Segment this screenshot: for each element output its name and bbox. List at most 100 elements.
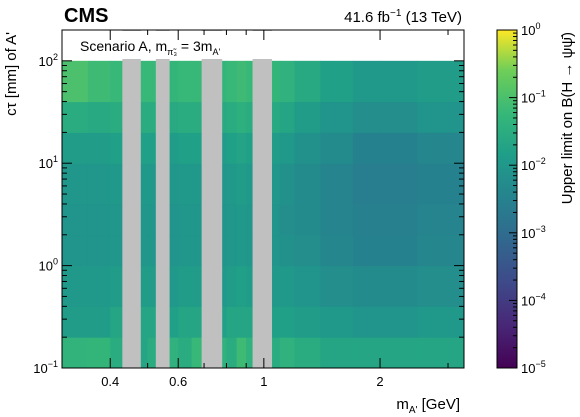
heatmap-cell (246, 306, 256, 338)
x-axis: 0.4 0.6 1 2 (61, 30, 449, 389)
color-bar-title: Upper limit on B(H → ψψ̄) (559, 32, 576, 204)
heatmap-cell (352, 203, 381, 236)
heatmap-cell (320, 337, 354, 368)
heatmap-cell (417, 163, 464, 205)
heatmap-cell (62, 337, 89, 368)
heatmap-cell (380, 163, 418, 205)
heatmap-cell (352, 101, 381, 133)
heatmap-cell (226, 234, 238, 267)
heatmap-cell (87, 306, 111, 338)
y-axis-title: cτ [mm] of A' (3, 32, 20, 116)
y-tick-label: 101 (39, 154, 58, 171)
experiment-label: CMS (64, 5, 108, 27)
heatmap-cell (279, 163, 295, 205)
excluded-band (201, 30, 223, 368)
heatmap-cell (191, 265, 205, 307)
x-tick-label: 1 (260, 374, 267, 389)
heatmap-cell (62, 101, 89, 133)
color-bar-axis: 10−5 10−4 10−3 10−2 10−1 100 (509, 21, 546, 376)
x-tick-label: 2 (376, 374, 383, 389)
heatmap-cell (87, 163, 111, 205)
heatmap-cell (380, 265, 418, 307)
heatmap-cell (417, 60, 464, 103)
heatmap-cell (62, 265, 89, 307)
heatmap-cell (226, 306, 238, 338)
heatmap-cell (380, 60, 418, 103)
heatmap-cell (279, 60, 295, 103)
heatmap-cell (380, 203, 418, 236)
x-tick-label: 0.6 (169, 374, 187, 389)
heatmap-cell (320, 101, 354, 133)
heatmap-cell (226, 203, 238, 236)
heatmap-cell (417, 306, 464, 338)
heatmap-cell (279, 203, 295, 236)
luminosity-label: 41.6 fb−1 (13 TeV) (344, 8, 462, 26)
heatmap-cell (87, 203, 111, 236)
heatmap-cell (236, 163, 247, 205)
heatmap-cell (279, 265, 295, 307)
heatmap-cell (178, 60, 193, 103)
heatmap-cell (62, 234, 89, 267)
heatmap-cell (62, 132, 89, 164)
heatmap-cell (236, 265, 247, 307)
heatmap-cell (246, 101, 256, 133)
z-tick-label: 10−3 (521, 224, 546, 241)
heatmap-cell (352, 337, 381, 368)
heatmap-cell (380, 101, 418, 133)
heatmap-cell (191, 203, 205, 236)
heatmap-cell (178, 163, 193, 205)
heatmap-cell (178, 234, 193, 267)
excluded-mass-bands (122, 30, 273, 368)
x-tick-label: 0.4 (101, 374, 119, 389)
heatmap-cell (320, 234, 354, 267)
heatmap-cell (178, 101, 193, 133)
heatmap-cell (246, 203, 256, 236)
scenario-box (63, 31, 463, 59)
heatmap-cell (226, 132, 238, 164)
heatmap-cell (178, 265, 193, 307)
heatmap-cell (178, 132, 193, 164)
heatmap-cell (236, 337, 247, 368)
excluded-band (252, 30, 273, 368)
heatmap-cell (279, 132, 295, 164)
heatmap-cell (191, 60, 205, 103)
heatmap-cell (191, 306, 205, 338)
heatmap-cell (352, 163, 381, 205)
z-tick-label: 10−5 (521, 359, 546, 376)
heatmap-cell (191, 337, 205, 368)
heatmap-cell (294, 265, 321, 307)
heatmap-cell (352, 132, 381, 164)
heatmap-cell (178, 203, 193, 236)
heatmap-cell (246, 337, 256, 368)
excluded-band (155, 30, 170, 368)
y-tick-label: 100 (39, 257, 58, 274)
y-axis: 10−1 100 101 102 (33, 29, 464, 376)
heatmap-cell (417, 265, 464, 307)
heatmap-cell (62, 60, 89, 103)
heatmap-cell (380, 306, 418, 338)
heatmap-cell (226, 101, 238, 133)
z-tick-label: 10−2 (521, 156, 546, 173)
heatmap-cell (380, 337, 418, 368)
z-tick-label: 10−1 (521, 89, 546, 106)
heatmap-cell (191, 234, 205, 267)
heatmap-cell (226, 337, 238, 368)
heatmap-cell (320, 163, 354, 205)
heatmap-cell (294, 337, 321, 368)
heatmap-cell (87, 265, 111, 307)
heatmap-cell (236, 306, 247, 338)
heatmap-cell (417, 101, 464, 133)
color-bar (496, 29, 518, 369)
heatmap-cell (246, 234, 256, 267)
heatmap-cell (236, 60, 247, 103)
heatmap-cell (87, 234, 111, 267)
heatmap-cell (246, 60, 256, 103)
heatmap-cell (294, 60, 321, 103)
heatmap-cell (246, 163, 256, 205)
heatmap-cell (279, 306, 295, 338)
heatmap-cell (236, 203, 247, 236)
heatmap-cell (294, 132, 321, 164)
heatmap-cell (417, 337, 464, 368)
heatmap-cell (294, 101, 321, 133)
